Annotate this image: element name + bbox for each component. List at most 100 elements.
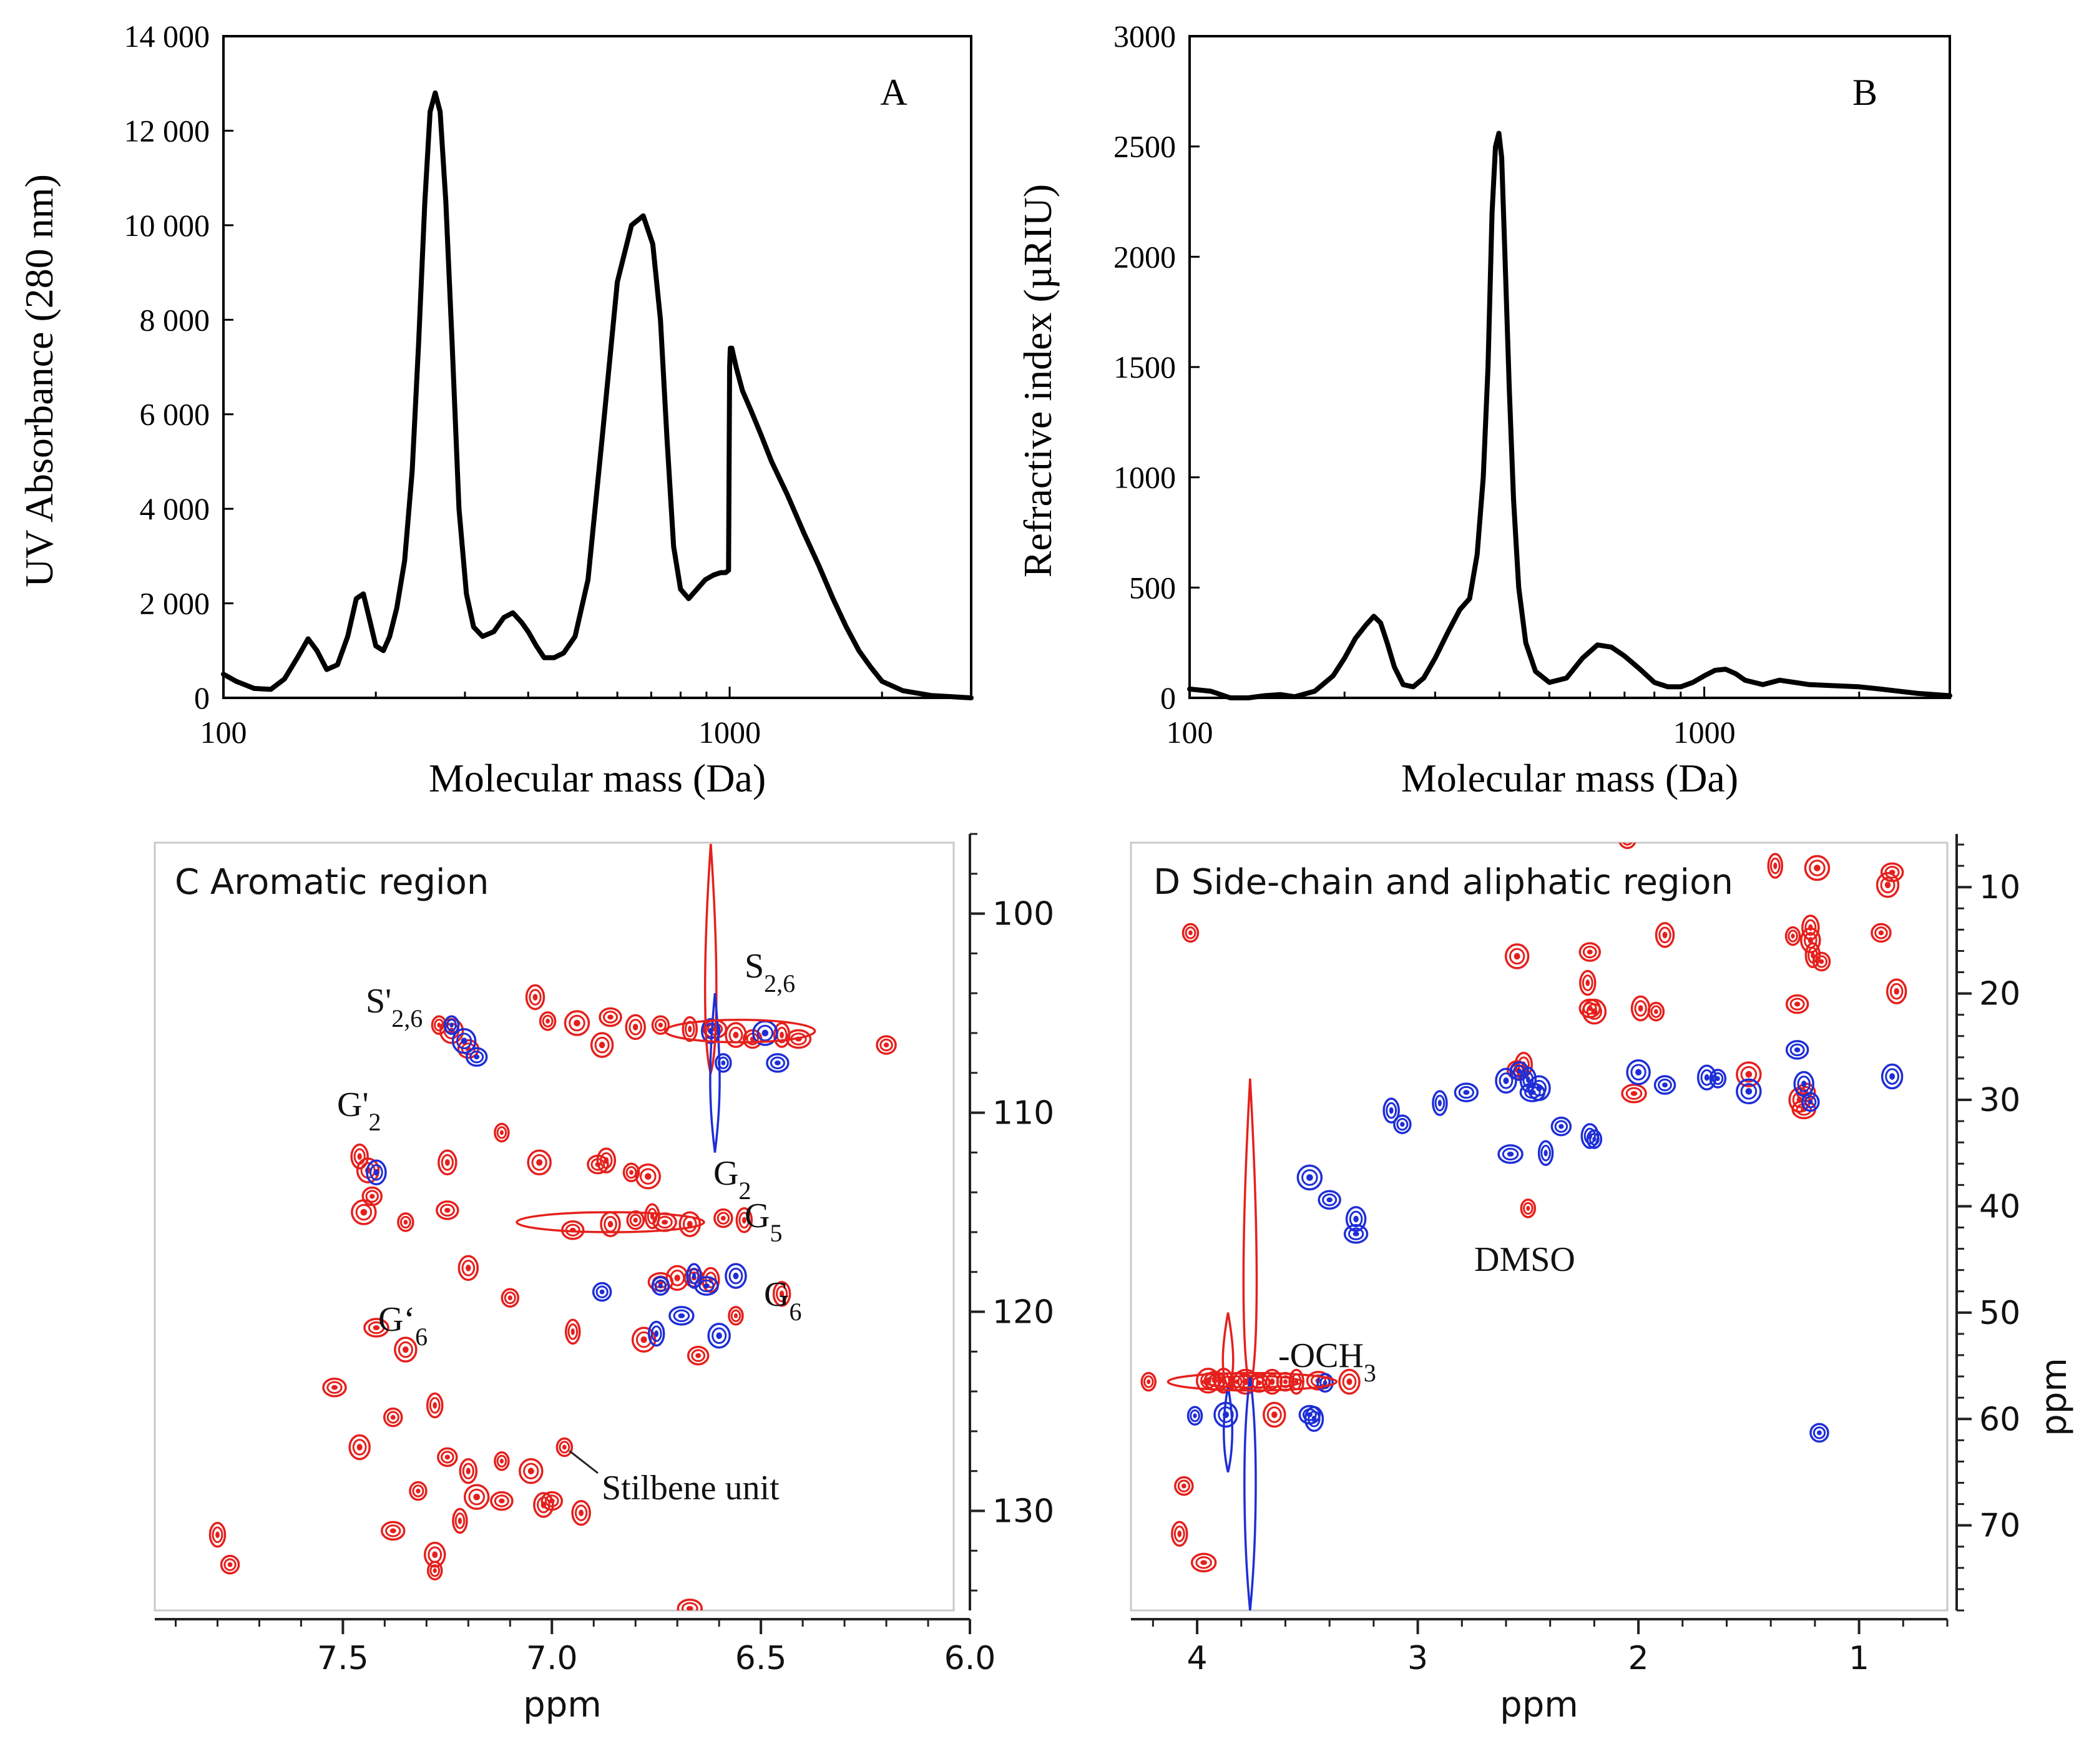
- x-tick-label: 1000: [698, 715, 761, 750]
- x-axis-label: Molecular mass (Da): [1401, 756, 1738, 800]
- contour-ring-outer: [1618, 843, 1636, 850]
- contour-ring-mid: [412, 1484, 424, 1497]
- contour-peak: [525, 984, 545, 1011]
- contour-peak: [1871, 923, 1892, 943]
- contour-peak: [1296, 1164, 1323, 1191]
- contour-peak: [1393, 1114, 1412, 1134]
- contour-ring-outer: [459, 1458, 478, 1484]
- contour-peak: [1343, 1223, 1369, 1244]
- contour-peak: [437, 1447, 458, 1468]
- contour-peak: [1801, 1092, 1820, 1112]
- contour-peak: [713, 1208, 733, 1228]
- contour-peaks: [1140, 843, 1907, 1610]
- y-tick-label: 0: [1160, 680, 1176, 715]
- contour-ring-outer: [1304, 1406, 1324, 1433]
- contour-ring-mid: [523, 1463, 539, 1479]
- contour-ring-core: [473, 1493, 481, 1501]
- contour-ring-mid: [1173, 1526, 1185, 1542]
- contour-ring-mid: [461, 1260, 476, 1276]
- contour-ring-core: [599, 1041, 605, 1049]
- contour-ring-core: [357, 1153, 362, 1160]
- contour-ring-outer: [208, 1522, 227, 1548]
- contour-ring-core: [599, 1289, 605, 1295]
- peak-annotation: G‘6: [378, 1300, 428, 1351]
- contour-ring-core: [1177, 1530, 1182, 1537]
- contour-ring-core: [1437, 1099, 1442, 1107]
- contour-peak: [490, 1491, 514, 1511]
- panel-a: 0 2 000 4 000 6 000 8 000 10 000 12 000 14 000 1…: [17, 19, 974, 800]
- contour-ring-core: [227, 1562, 233, 1567]
- contour-ring-mid: [529, 989, 542, 1006]
- contour-ring-mid: [494, 1494, 509, 1507]
- contour-ring-mid: [1712, 1072, 1724, 1085]
- contour-peak: [876, 1035, 897, 1055]
- contour-peak: [1495, 1067, 1517, 1094]
- contour-ring-mid: [1342, 1373, 1357, 1390]
- contour-ring-core: [1889, 870, 1896, 875]
- contour-peak: [1709, 1069, 1727, 1089]
- x-tick-label: 6.0: [944, 1640, 996, 1677]
- contour-ring-outer: [490, 1491, 514, 1511]
- contour-ring-core: [1269, 1378, 1275, 1385]
- contour-ring-core: [720, 1215, 726, 1221]
- contour-ring-mid: [352, 1439, 367, 1456]
- series-line: [1187, 130, 1952, 700]
- contour-peak: [533, 1492, 554, 1518]
- contour-ring-mid: [776, 1285, 788, 1303]
- x-tick-label: 100: [1167, 715, 1213, 750]
- contour-ring-outer: [423, 1541, 446, 1568]
- contour-ring-outer: [644, 1203, 660, 1230]
- contour-peak: [494, 1122, 510, 1143]
- contour-ring-outer: [1288, 1368, 1304, 1395]
- contour-peak: [1736, 1078, 1762, 1105]
- contour-ring-mid: [1386, 1102, 1397, 1119]
- contour-peak: [1181, 923, 1200, 943]
- contour-ring-core: [1801, 1080, 1807, 1087]
- contour-ring-core: [1283, 1379, 1288, 1384]
- contour-ring-core: [437, 1022, 441, 1028]
- contour-ring-mid: [368, 1321, 385, 1335]
- contour-ring-mid: [504, 1291, 516, 1305]
- contour-ring-outer: [772, 1281, 791, 1307]
- contour-ring-mid: [691, 1349, 706, 1362]
- y-tick-label: 100: [992, 896, 1054, 933]
- contour-peak: [592, 1281, 612, 1302]
- contour-ring-core: [674, 1274, 680, 1281]
- contour-ring-mid: [1630, 1064, 1646, 1081]
- contour-ring-mid: [365, 1190, 379, 1203]
- contour-ring-outer: [876, 1035, 897, 1055]
- contour-ring-mid: [1789, 997, 1805, 1011]
- contour-ring-core: [1147, 1379, 1151, 1384]
- contour-ring-mid: [1797, 1076, 1811, 1092]
- contour-ring-core: [215, 1531, 220, 1539]
- contour-peak: [1174, 1476, 1194, 1496]
- contour-ring-outer: [1709, 1069, 1727, 1089]
- contour-ring-mid: [1884, 866, 1900, 879]
- y-tick-label: 30: [1979, 1082, 2020, 1119]
- y-tick-label: 120: [992, 1294, 1054, 1331]
- contour-peak: [1520, 1198, 1537, 1218]
- contour-ring-mid: [326, 1381, 343, 1394]
- contour-ring-core: [1463, 1090, 1470, 1095]
- contour-ring-core: [1715, 1076, 1720, 1081]
- contour-ring-mid: [355, 1203, 373, 1221]
- contour-peak: [596, 1147, 617, 1174]
- contour-ring-core: [1526, 1205, 1530, 1211]
- y-tick-label: 14 000: [124, 19, 210, 54]
- contour-ring-outer: [1186, 1406, 1203, 1426]
- y-tick-label: 6 000: [140, 397, 210, 432]
- contour-peak: [409, 1481, 428, 1501]
- contour-ring-mid: [650, 1325, 662, 1342]
- contour-peak: [1880, 862, 1904, 883]
- contour-peak: [1579, 969, 1597, 996]
- contour-ring-core: [733, 1031, 739, 1039]
- contour-ring-outer: [1550, 1116, 1572, 1137]
- contour-peak: [1804, 855, 1831, 881]
- contour-ring-outer: [451, 1027, 477, 1054]
- contour-ring-mid: [1740, 1083, 1758, 1100]
- contour-ring-core: [360, 1208, 368, 1216]
- contour-ring-mid: [369, 1164, 383, 1181]
- contour-ring-mid: [1650, 1005, 1662, 1018]
- contour-ring-core: [1536, 1084, 1542, 1092]
- contour-ring-outer: [1338, 1368, 1361, 1395]
